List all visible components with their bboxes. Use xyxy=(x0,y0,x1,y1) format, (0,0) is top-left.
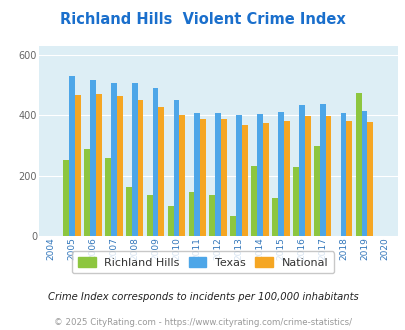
Bar xyxy=(126,187,131,236)
Text: Richland Hills  Violent Crime Index: Richland Hills Violent Crime Index xyxy=(60,12,345,26)
Bar xyxy=(292,167,298,236)
Bar xyxy=(116,96,122,236)
Bar xyxy=(105,158,111,236)
Bar xyxy=(152,88,158,236)
Bar xyxy=(251,166,256,236)
Bar xyxy=(75,95,81,236)
Bar xyxy=(137,100,143,236)
Bar xyxy=(167,206,173,236)
Bar xyxy=(283,121,289,236)
Bar xyxy=(131,83,137,236)
Bar xyxy=(188,192,194,236)
Bar xyxy=(298,105,304,236)
Legend: Richland Hills, Texas, National: Richland Hills, Texas, National xyxy=(72,251,333,273)
Bar xyxy=(194,113,200,236)
Bar xyxy=(319,104,325,236)
Bar xyxy=(90,80,96,236)
Bar xyxy=(355,93,360,236)
Text: © 2025 CityRating.com - https://www.cityrating.com/crime-statistics/: © 2025 CityRating.com - https://www.city… xyxy=(54,318,351,327)
Bar xyxy=(63,160,69,236)
Text: Crime Index corresponds to incidents per 100,000 inhabitants: Crime Index corresponds to incidents per… xyxy=(47,292,358,302)
Bar xyxy=(200,119,206,236)
Bar xyxy=(215,113,221,236)
Bar xyxy=(325,116,330,236)
Bar xyxy=(84,148,90,236)
Bar xyxy=(367,122,372,236)
Bar xyxy=(256,114,262,236)
Bar xyxy=(360,111,367,236)
Bar xyxy=(69,76,75,236)
Bar xyxy=(340,113,345,236)
Bar xyxy=(277,113,283,236)
Bar xyxy=(158,107,164,236)
Bar xyxy=(111,83,116,236)
Bar xyxy=(271,198,277,236)
Bar xyxy=(96,94,101,236)
Bar xyxy=(236,115,241,236)
Bar xyxy=(209,195,215,236)
Bar xyxy=(313,147,319,236)
Bar xyxy=(179,115,185,236)
Bar xyxy=(304,116,310,236)
Bar xyxy=(147,195,152,236)
Bar xyxy=(230,216,236,236)
Bar xyxy=(345,121,352,236)
Bar xyxy=(262,123,268,236)
Bar xyxy=(221,119,226,236)
Bar xyxy=(241,125,247,236)
Bar xyxy=(173,100,179,236)
